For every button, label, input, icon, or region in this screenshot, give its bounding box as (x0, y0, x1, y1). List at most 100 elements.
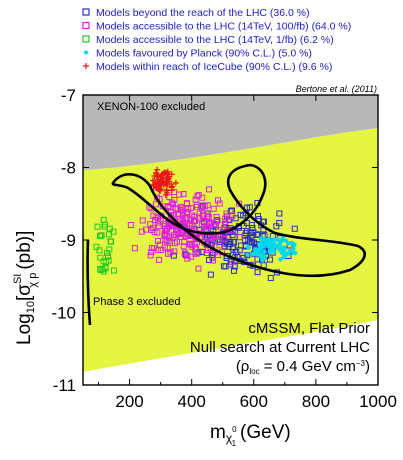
data-point-accessible100 (213, 214, 220, 221)
citation: Bertone et al. (2011) (296, 84, 377, 94)
data-point-beyond (291, 225, 298, 232)
x-tick-label: 400 (177, 392, 205, 411)
data-point-icecube (150, 183, 157, 190)
data-point-accessible100 (158, 246, 165, 253)
y-tick-label: -7 (61, 86, 76, 105)
data-point-planck (250, 251, 256, 257)
data-point-beyond (244, 252, 251, 259)
annotation-line1: cMSSM, Flat Prior (248, 320, 370, 337)
data-point-accessible1 (106, 246, 113, 253)
data-point-planck (266, 237, 271, 243)
data-point-accessible100 (196, 210, 203, 217)
data-point-accessible100 (206, 186, 213, 193)
y-tick-label: -11 (53, 376, 76, 395)
data-point-beyond (255, 213, 262, 220)
data-point-planck (277, 242, 283, 247)
data-point-accessible100 (180, 221, 187, 228)
data-point-beyond (170, 252, 177, 259)
data-point-planck (292, 242, 297, 247)
data-point-accessible100 (183, 200, 190, 207)
data-point-beyond (236, 247, 243, 254)
data-point-accessible100 (171, 248, 178, 255)
data-point-accessible100 (165, 250, 172, 257)
data-point-planck (254, 249, 259, 254)
data-point-beyond (244, 204, 251, 211)
data-point-accessible100 (172, 240, 179, 247)
y-tick-label: -9 (61, 231, 76, 250)
data-point-icecube (157, 185, 164, 192)
data-point-accessible100 (184, 252, 191, 259)
data-point-accessible100 (193, 201, 200, 208)
data-point-beyond (249, 239, 256, 246)
y-tick-label: -8 (61, 159, 76, 178)
data-point-accessible100 (213, 218, 220, 225)
data-point-icecube (163, 186, 170, 193)
data-point-accessible100 (204, 246, 211, 253)
data-point-planck (274, 244, 279, 249)
data-point-accessible100 (203, 250, 210, 257)
x-tick-label: 200 (115, 392, 143, 411)
data-point-planck (280, 250, 285, 256)
data-point-accessible100 (222, 215, 229, 222)
data-point-accessible100 (210, 205, 217, 212)
data-point-beyond (260, 218, 267, 225)
data-point-accessible1 (96, 232, 103, 239)
legend-marker-icecube (83, 63, 89, 69)
legend-marker-beyond (82, 8, 90, 16)
data-point-planck (258, 236, 263, 241)
x-axis-label: mχ0 1(GeV) (210, 422, 291, 448)
data-point-accessible1 (96, 247, 103, 254)
data-point-accessible100 (167, 212, 174, 219)
data-point-accessible1 (110, 228, 117, 235)
data-point-icecube (152, 169, 159, 176)
data-point-accessible100 (200, 211, 207, 218)
data-point-beyond (254, 256, 261, 263)
data-point-accessible100 (188, 253, 195, 260)
data-point-icecube (158, 171, 165, 178)
data-point-planck (270, 244, 275, 249)
data-point-planck (278, 257, 283, 262)
data-point-accessible100 (214, 197, 221, 204)
data-point-accessible1 (104, 253, 111, 260)
data-point-accessible100 (217, 221, 224, 228)
data-point-beyond (230, 267, 237, 274)
data-point-accessible100 (236, 200, 243, 207)
data-point-beyond (266, 256, 273, 263)
data-point-accessible100 (139, 217, 146, 224)
data-point-beyond (267, 274, 274, 281)
data-point-accessible100 (180, 243, 187, 250)
data-point-accessible100 (216, 242, 223, 249)
data-point-accessible100 (171, 197, 178, 204)
axis-ticks: 200 400 600 800 1000 -7 -8 -9 -10 -11 (51, 86, 396, 411)
data-point-accessible100 (156, 256, 163, 263)
data-point-accessible100 (170, 233, 177, 240)
data-point-accessible100 (152, 201, 159, 208)
xenon-excluded-label: XENON-100 excluded (97, 101, 205, 113)
data-point-beyond (207, 271, 214, 278)
data-point-planck (266, 244, 271, 249)
data-point-planck (257, 242, 262, 247)
data-point-beyond (247, 229, 254, 236)
data-point-accessible100 (162, 236, 169, 243)
data-point-icecube (149, 177, 156, 184)
data-point-accessible100 (127, 221, 134, 228)
data-point-accessible100 (148, 227, 155, 234)
plot-regions (83, 95, 378, 385)
legend-label-icecube: Models within reach of IceCube (90% C.L.… (96, 61, 332, 73)
data-point-beyond (273, 223, 280, 230)
data-point-accessible100 (183, 208, 190, 215)
data-point-icecube (157, 181, 164, 188)
data-point-accessible1 (97, 254, 104, 261)
data-point-planck (254, 252, 259, 257)
data-point-planck (286, 241, 292, 246)
data-point-planck (267, 249, 272, 255)
data-point-icecube (168, 171, 175, 178)
data-point-planck (261, 250, 266, 255)
data-point-beyond (254, 269, 261, 276)
data-point-icecube (153, 172, 160, 179)
x-tick-label: 600 (240, 392, 268, 411)
legend-label-accessible1: Models accessible to the LHC (14TeV, 1/f… (96, 34, 334, 46)
data-point-planck (262, 254, 267, 260)
data-point-accessible100 (143, 226, 150, 233)
